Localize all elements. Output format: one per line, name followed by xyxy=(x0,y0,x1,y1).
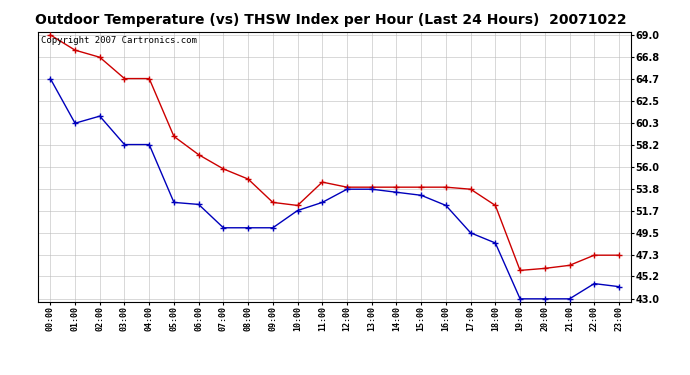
Text: Copyright 2007 Cartronics.com: Copyright 2007 Cartronics.com xyxy=(41,36,197,45)
Text: Outdoor Temperature (vs) THSW Index per Hour (Last 24 Hours)  20071022: Outdoor Temperature (vs) THSW Index per … xyxy=(35,13,627,27)
